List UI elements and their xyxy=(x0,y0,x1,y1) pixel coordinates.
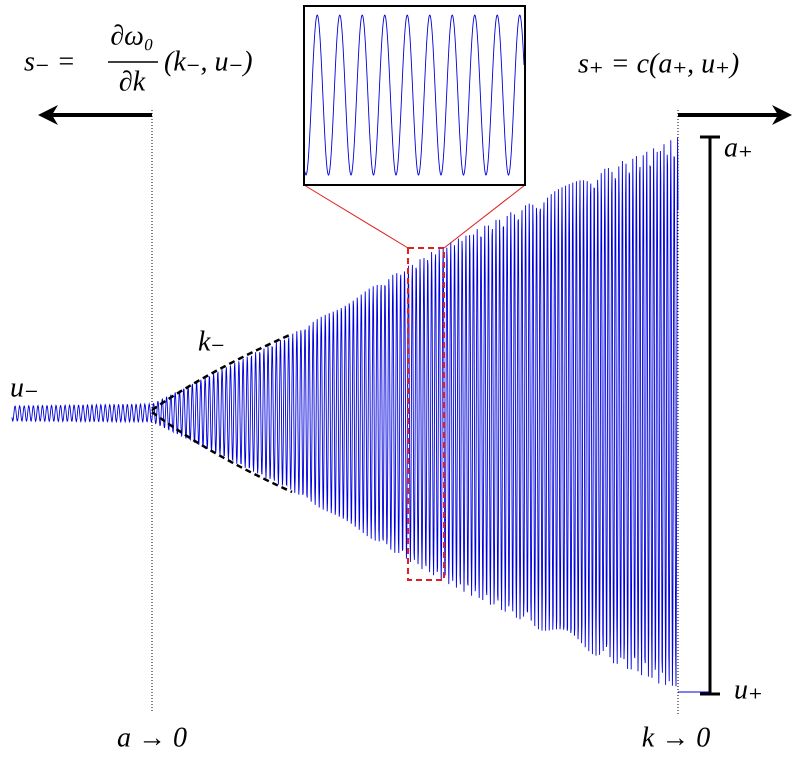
u-minus-label: u₋ xyxy=(10,372,39,403)
a-plus-label: a₊ xyxy=(724,132,753,163)
left-speed-args: (k₋, u₋) xyxy=(164,46,253,77)
wave-train xyxy=(11,137,679,687)
zoom-region xyxy=(407,247,445,581)
u-plus-label: u₊ xyxy=(734,674,763,705)
right-speed: s₊ = c(a₊, u₊) xyxy=(578,48,739,79)
envelope-upper xyxy=(151,332,293,412)
zoom-line xyxy=(443,184,526,249)
left-speed-denominator: ∂k xyxy=(119,66,146,97)
left-speed-numerator: ∂ω₀ xyxy=(110,20,153,51)
envelope-lower xyxy=(151,410,293,494)
zoom-line xyxy=(303,184,409,249)
k-minus-label: k₋ xyxy=(198,326,225,357)
inset-wave xyxy=(305,14,524,176)
left-speed-lhs: s₋ = xyxy=(24,46,76,77)
left-limit-label: a → 0 xyxy=(117,722,187,753)
right-limit-label: k → 0 xyxy=(642,722,710,753)
